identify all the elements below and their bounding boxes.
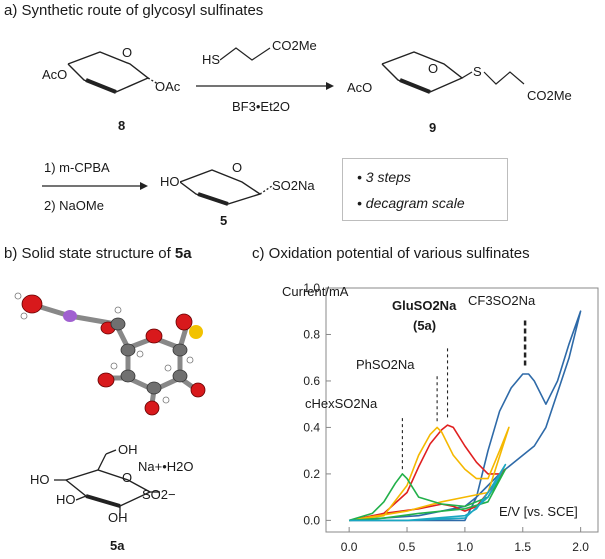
y-tick-label: 0.4: [303, 420, 320, 434]
compound-5-ring-o: O: [232, 160, 243, 175]
compound-5a-ring-o: O: [122, 470, 133, 485]
compound-5a-structure: [54, 449, 160, 516]
reagent-hs: HS: [202, 52, 221, 67]
section-a-title: a) Synthetic route of glycosyl sulfinate…: [4, 2, 264, 19]
x-tick-label: 1.0: [457, 540, 474, 554]
compound-5a-oh-bottom: OH: [108, 510, 128, 525]
note-scale: • decagram scale: [357, 195, 465, 211]
compound-5a-ho-lower: HO: [56, 492, 76, 507]
compound-9-ring-o: O: [428, 61, 439, 76]
x-tick-label: 0.0: [341, 540, 358, 554]
reagent-catalyst: BF3•Et2O: [232, 99, 291, 114]
step-1: 1) m-CPBA: [44, 160, 110, 175]
note-steps: • 3 steps: [357, 169, 411, 185]
compound-9-aco: AcO: [347, 80, 373, 95]
compound-8-label: 8: [118, 118, 126, 133]
compound-9-structure: [381, 51, 525, 94]
x-tick-label: 2.0: [572, 540, 589, 554]
compound-5-group: SO2Na: [272, 178, 315, 193]
y-tick-label: 0.8: [303, 327, 320, 341]
series-line-phso2na: [348, 426, 510, 522]
compound-8-oac: OAc: [155, 79, 181, 94]
compound-8-aco: AcO: [42, 67, 68, 82]
y-tick-label: 0.2: [303, 467, 320, 481]
reagent-ester: CO2Me: [272, 38, 317, 53]
compound-9-sulfur: S: [473, 64, 482, 79]
x-tick-label: 1.5: [514, 540, 531, 554]
compound-5-label: 5: [220, 213, 228, 228]
reaction-arrow-1: [196, 82, 334, 90]
cv-chart: 0.0 0.2 0.4 0.6 0.8 1.0 0.0 0.5 1.0 1.5 2.0: [303, 281, 599, 554]
x-tick-label: 0.5: [399, 540, 416, 554]
compound-9-label: 9: [429, 120, 437, 135]
compound-5a-label: 5a: [110, 538, 125, 553]
y-tick-label: 0.0: [303, 513, 320, 527]
y-axis-label: Current/mA: [282, 284, 349, 299]
x-axis-label: E/V [vs. SCE]: [499, 504, 578, 519]
thiol-reagent-structure: [220, 47, 271, 61]
crystal-structure-image: [14, 292, 206, 416]
compound-5a-oh-top: OH: [118, 442, 138, 457]
compound-9-ester: CO2Me: [527, 88, 572, 103]
annotation-phso2na: PhSO2Na: [356, 357, 415, 372]
section-c-title: c) Oxidation potential of various sulfin…: [252, 245, 530, 262]
y-tick-label: 1.0: [303, 281, 320, 295]
annotation-gluso2na: GluSO2Na: [392, 298, 457, 313]
compound-5-ho: HO: [160, 174, 180, 189]
compound-8-ring-o: O: [122, 45, 133, 60]
series-line-chexso2na: [348, 468, 507, 522]
compound-5a-so2: SO2−: [142, 487, 176, 502]
y-tick-label: 0.6: [303, 374, 320, 388]
section-b-title: b) Solid state structure of 5a: [4, 245, 192, 262]
reaction-arrow-2: [42, 182, 148, 190]
annotation-cf3so2na: CF3SO2Na: [468, 293, 536, 308]
notes-box: • 3 steps • decagram scale: [342, 158, 508, 221]
compound-8-structure: [67, 51, 159, 94]
compound-5a-ho-upper: HO: [30, 472, 50, 487]
annotation-chexso2na: cHexSO2Na: [305, 396, 378, 411]
section-b-title-text: b) Solid state structure of: [4, 245, 175, 262]
annotation-5a: (5a): [413, 318, 437, 333]
series-line-cyan: [349, 463, 507, 522]
compound-5a-na: Na+•H2O: [138, 459, 194, 474]
step-2: 2) NaOMe: [44, 198, 104, 213]
plot-frame: [325, 287, 599, 533]
section-b-title-bold: 5a: [174, 245, 192, 262]
compound-5-structure: [180, 169, 273, 206]
series-line-cf3so2na: [349, 310, 582, 522]
